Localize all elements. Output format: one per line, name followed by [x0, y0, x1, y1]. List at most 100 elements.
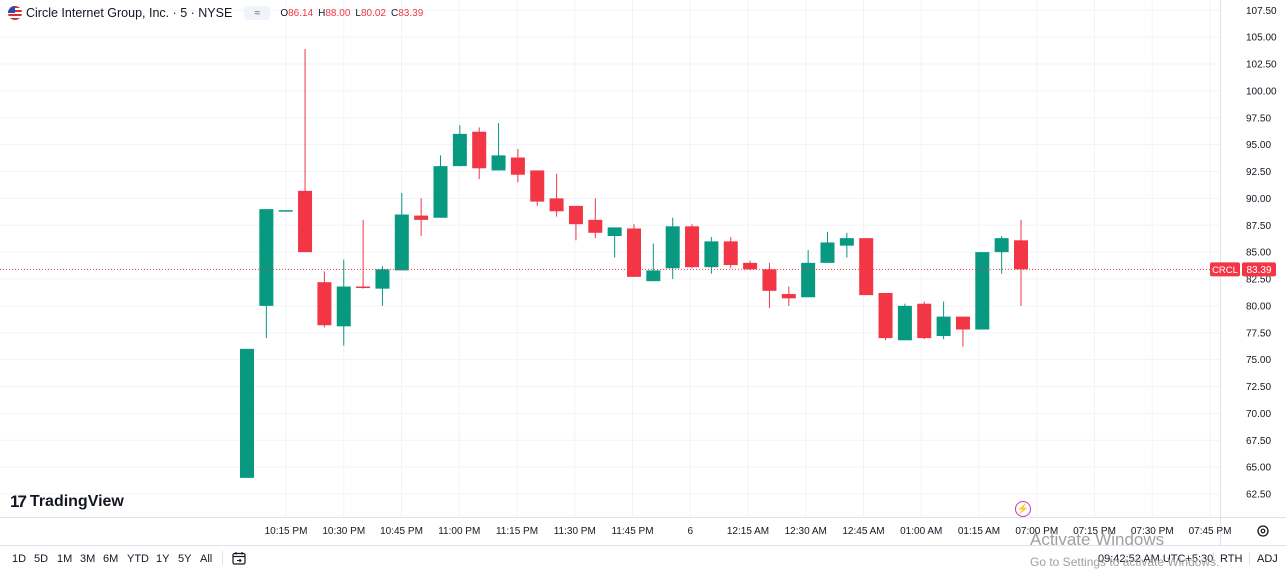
- time-tick-label: 11:15 PM: [496, 526, 538, 537]
- candle-body: [762, 269, 777, 291]
- candle-body: [298, 190, 313, 253]
- calendar-goto-icon[interactable]: [232, 551, 246, 565]
- tradingview-logo-text: TradingView: [29, 493, 124, 510]
- time-tick-label: 07:30 PM: [1131, 526, 1174, 537]
- candle-body: [278, 210, 293, 212]
- compare-pill-icon[interactable]: ≈: [244, 6, 271, 20]
- candle-body: [472, 131, 487, 169]
- price-tick-label: 105.00: [1246, 33, 1277, 44]
- last-price-tag-background: [1242, 262, 1276, 277]
- price-tick-label: 100.00: [1246, 86, 1277, 97]
- candle-body: [336, 286, 351, 327]
- timeframe-1m[interactable]: 1M: [57, 553, 73, 565]
- high-value: 88.00: [325, 7, 351, 19]
- timeframe-1y[interactable]: 1Y: [156, 553, 170, 565]
- price-chart[interactable]: 62.50 65.00 67.50 70.00 72.50 75.00 77.50 80.00…: [0, 0, 1286, 545]
- time-tick-label: 07:45 PM: [1189, 526, 1232, 537]
- clock-timezone[interactable]: 09:42:52 AM UTC+5:30: [1098, 553, 1214, 565]
- price-tick-label: 90.00: [1246, 194, 1271, 205]
- price-tick-label: 85.00: [1246, 248, 1271, 259]
- price-tick-label: 107.50: [1246, 6, 1277, 17]
- price-tick-label: 75.00: [1246, 355, 1271, 366]
- timeframe-all[interactable]: All: [200, 553, 213, 565]
- price-tick-label: 95.00: [1246, 140, 1271, 151]
- candle-body: [375, 269, 390, 289]
- price-tick-label: 82.50: [1246, 275, 1271, 286]
- tradingview-logo[interactable]: 17 TradingView: [10, 492, 124, 512]
- price-tick-label: 70.00: [1246, 409, 1271, 420]
- candle-body: [936, 316, 951, 336]
- last-price-line: CRCL 83.39: [0, 262, 1276, 277]
- low-label: L: [355, 7, 361, 19]
- price-tick-label: 62.50: [1246, 490, 1271, 501]
- timeframe-6m[interactable]: 6M: [103, 553, 119, 565]
- time-tick-label: 07:00 PM: [1015, 526, 1058, 537]
- candle-body: [704, 241, 719, 268]
- session-rth[interactable]: RTH: [1220, 553, 1243, 565]
- price-tick-label: 72.50: [1246, 382, 1271, 393]
- status-divider: [1249, 552, 1250, 565]
- timeframe-5d[interactable]: 5D: [34, 553, 49, 565]
- timeframe-1d[interactable]: 1D: [12, 553, 27, 565]
- candle-body: [820, 242, 835, 263]
- price-tick-label: 87.50: [1246, 221, 1271, 232]
- high-label: H: [318, 7, 326, 19]
- candle-body: [685, 226, 700, 268]
- ohlc-low: L80.02: [355, 8, 386, 19]
- price-tick-label: 80.00: [1246, 301, 1271, 312]
- candle-body: [568, 205, 583, 225]
- price-axis[interactable]: 62.50 65.00 67.50 70.00 72.50 75.00 77.50 80.00…: [1220, 0, 1278, 545]
- candle-body: [452, 133, 467, 167]
- symbol-header: Circle Internet Group, Inc. · 5 · NYSE ≈…: [8, 4, 428, 22]
- candle-body: [510, 157, 525, 175]
- time-tick-label: 10:30 PM: [322, 526, 365, 537]
- price-tick-label: 92.50: [1246, 167, 1271, 178]
- symbol-title[interactable]: Circle Internet Group, Inc. · 5 · NYSE: [26, 6, 233, 20]
- candle-body: [801, 262, 816, 298]
- candle-body: [878, 292, 893, 339]
- candle-body: [1014, 240, 1028, 270]
- time-tick-label: 01:00 AM: [900, 526, 942, 537]
- timeframe-3m[interactable]: 3M: [80, 553, 96, 565]
- candle-body: [665, 226, 680, 269]
- symbol-tag-background: [1210, 262, 1240, 277]
- candle-body: [414, 215, 429, 220]
- candle-body: [356, 286, 371, 289]
- adjust-toggle[interactable]: ADJ: [1257, 553, 1278, 565]
- close-label: C: [391, 7, 399, 19]
- candle-body: [743, 262, 758, 270]
- candle-body: [646, 270, 661, 282]
- candle-body: [433, 166, 448, 218]
- open-label: O: [280, 7, 289, 19]
- candle-body: [723, 241, 738, 266]
- candle-body: [627, 228, 641, 277]
- time-tick-label: 10:15 PM: [265, 526, 308, 537]
- time-tick-label: 12:15 AM: [727, 526, 769, 537]
- time-tick-label: 01:15 AM: [958, 526, 1000, 537]
- axis-settings-icon[interactable]: [1256, 524, 1270, 538]
- activate-windows-title: Activate Windows: [1030, 530, 1165, 549]
- candle-body: [240, 348, 254, 478]
- last-price-tag-label: 83.39: [1246, 265, 1271, 276]
- candle-body: [781, 294, 796, 299]
- close-value: 83.39: [398, 7, 424, 19]
- candle-body: [259, 209, 274, 306]
- activate-windows-subtitle: Go to Settings to activate Windows.: [1030, 555, 1220, 569]
- candle-body: [588, 219, 603, 233]
- lightning-icon[interactable]: ⚡: [1015, 501, 1031, 517]
- time-tick-label: 6: [687, 526, 693, 537]
- price-tick-label: 67.50: [1246, 436, 1271, 447]
- price-tick-label: 77.50: [1246, 328, 1271, 339]
- candle-body: [317, 282, 332, 326]
- timeframe-ytd[interactable]: YTD: [127, 553, 149, 565]
- candles: [240, 48, 1028, 478]
- ohlc-open: O86.14: [280, 8, 313, 19]
- chart-grid: [0, 0, 1220, 517]
- candle-body: [994, 238, 1009, 253]
- timeframe-5y[interactable]: 5Y: [178, 553, 192, 565]
- time-tick-label: 11:45 PM: [611, 526, 653, 537]
- ohlc-close: C83.39: [391, 8, 423, 19]
- price-tick-label: 65.00: [1246, 463, 1271, 474]
- time-axis[interactable]: 10:15 PM 10:30 PM 10:45 PM 11:00 PM 11:15 PM…: [0, 517, 1286, 538]
- open-value: 86.14: [288, 7, 314, 19]
